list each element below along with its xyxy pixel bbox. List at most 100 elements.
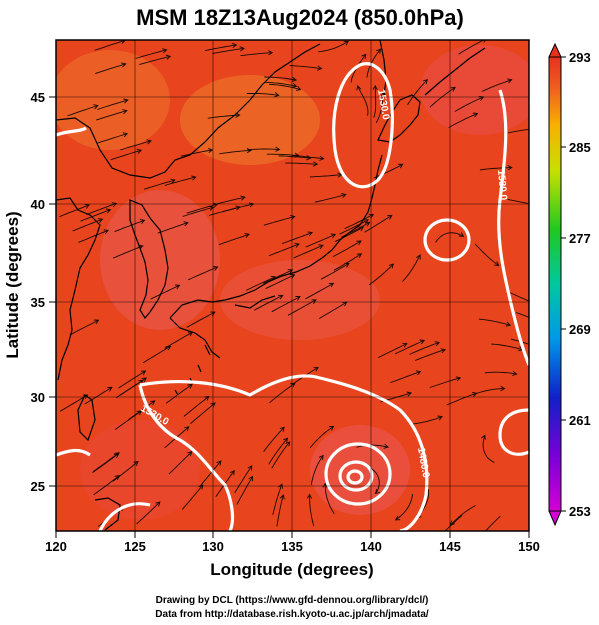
streamline [168, 451, 193, 475]
streamline-arrow [318, 454, 324, 461]
streamline-arrow [541, 321, 546, 325]
streamline-arrow [387, 214, 393, 220]
streamline-arrow [419, 339, 426, 345]
x-tick-label: 125 [124, 539, 146, 554]
streamline [135, 49, 167, 59]
streamline-arrow [394, 515, 401, 521]
streamline-arrow [363, 219, 369, 224]
contour-label: 1530.0 [495, 169, 509, 201]
streamline-arrow [150, 400, 156, 406]
streamline-arrow [97, 218, 104, 223]
streamline [186, 311, 216, 328]
streamline-arrow [313, 161, 319, 167]
streamline-arrow [289, 274, 296, 279]
streamline-arrow [374, 488, 380, 495]
streamline-arrow [279, 494, 285, 500]
colorbar-min-arrow [548, 510, 562, 527]
streamline [276, 494, 284, 527]
streamline-arrow [123, 98, 129, 104]
streamline-arrow [372, 84, 378, 91]
streamline [268, 438, 288, 465]
streamline [344, 214, 374, 230]
streamline [142, 345, 171, 364]
warm-patch [56, 50, 170, 150]
streamline-arrow [139, 219, 146, 224]
streamline-arrow [136, 410, 143, 416]
streamline [67, 105, 98, 117]
streamline-arrow [291, 76, 298, 82]
streamline [271, 296, 301, 313]
streamline [93, 475, 120, 496]
streamline [278, 155, 311, 159]
streamline [204, 44, 237, 52]
x-tick-label: 135 [281, 539, 303, 554]
streamline [136, 501, 161, 525]
streamline-arrow [107, 386, 113, 392]
streamline [119, 377, 147, 396]
y-axis-title: Latitude (degrees) [3, 211, 22, 358]
streamline-arrow [283, 437, 289, 443]
colorbar-tick-label: 285 [569, 140, 591, 155]
colorbar-tick-label: 261 [569, 413, 591, 428]
colorbar-tick-label: 293 [569, 50, 591, 65]
streamline-arrow [422, 79, 428, 85]
streamline-arrow [247, 465, 253, 471]
streamline [314, 194, 346, 203]
x-ticks [55, 531, 530, 538]
streamline [334, 226, 364, 243]
streamline-arrow [165, 54, 172, 60]
streamline-arrow [376, 48, 382, 54]
streamline [112, 461, 139, 482]
streamline-arrow [472, 112, 479, 118]
streamline [366, 48, 381, 78]
streamline-arrow [207, 147, 214, 154]
streamline-arrow [512, 370, 518, 376]
streamline-arrow [406, 391, 412, 397]
streamline-arrow [105, 208, 112, 214]
streamline [309, 494, 315, 527]
streamline-arrow [500, 385, 506, 392]
streamline [264, 81, 297, 87]
streamline [95, 63, 126, 75]
warm-patch [180, 75, 320, 165]
streamline [481, 79, 512, 92]
streamline [482, 435, 495, 463]
streamline-arrow [311, 299, 317, 304]
streamline-arrow [368, 213, 375, 219]
colorbar-scale [548, 56, 562, 512]
streamline-arrow [212, 266, 219, 271]
streamline [72, 218, 103, 232]
streamline [254, 295, 283, 311]
streamline [236, 476, 253, 505]
streamline [293, 244, 324, 259]
warm-patch [100, 190, 220, 330]
streamline-arrow [216, 460, 222, 466]
streamline [305, 233, 336, 248]
streamline-arrow [440, 348, 447, 354]
streamline [271, 441, 291, 469]
streamline-arrow [388, 263, 394, 269]
streamline-arrow [356, 253, 363, 259]
streamline [59, 394, 88, 412]
streamline [373, 163, 403, 179]
streamline-arrow [268, 50, 274, 56]
streamline [96, 110, 127, 121]
streamline [357, 85, 369, 116]
streamline [139, 55, 171, 66]
streamline [118, 370, 146, 389]
streamline [510, 338, 529, 345]
streamline-arrow [319, 155, 325, 161]
streamline [213, 196, 245, 206]
streamline [390, 371, 421, 384]
streamline [263, 426, 285, 452]
streamline [332, 240, 362, 257]
streamline [234, 465, 253, 494]
streamline [218, 233, 250, 246]
streamline [212, 47, 245, 54]
streamline [114, 410, 142, 430]
streamline-arrow [84, 203, 90, 209]
streamline-arrow [246, 147, 252, 154]
streamline-arrow [274, 92, 280, 98]
streamline-arrow [122, 109, 128, 115]
streamline [373, 85, 377, 118]
